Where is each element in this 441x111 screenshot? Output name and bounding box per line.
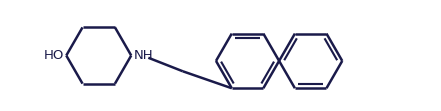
Text: NH: NH [134,49,153,62]
Text: HO: HO [44,49,64,62]
